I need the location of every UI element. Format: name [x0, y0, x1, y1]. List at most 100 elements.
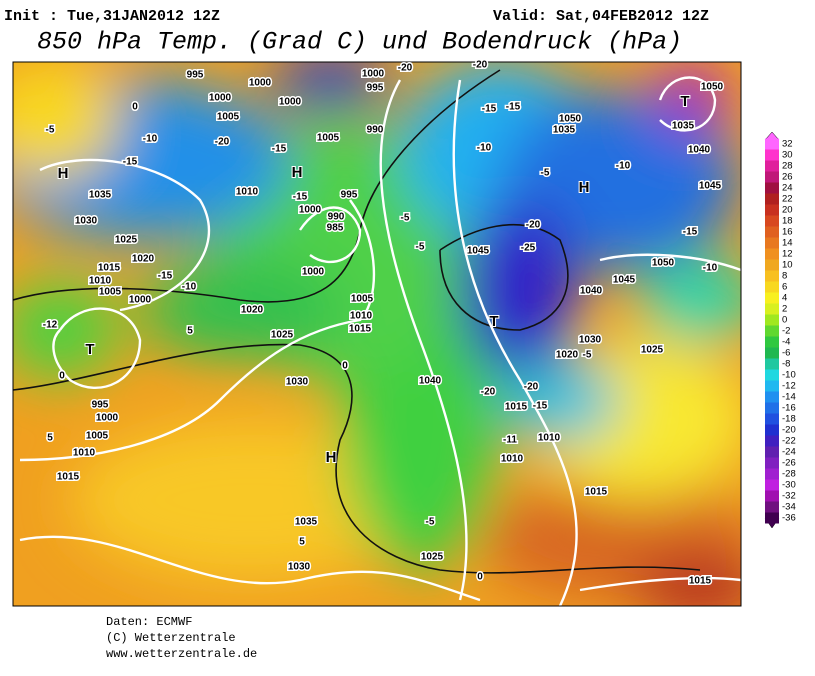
contour-label: 1045: [699, 181, 722, 192]
colorbar-swatch: [765, 358, 779, 370]
colorbar-swatch: [765, 270, 779, 282]
contour-label: 1010: [538, 433, 561, 444]
map: [13, 62, 741, 606]
colorbar-label: 26: [782, 172, 793, 183]
colorbar-swatch: [765, 490, 779, 502]
contour-label: 5: [299, 537, 305, 548]
contour-label: -20: [473, 60, 488, 71]
colorbar-label: 14: [782, 238, 793, 249]
colorbar-swatch: [765, 303, 779, 315]
contour-label: 1015: [505, 402, 528, 413]
colorbar-swatch: [765, 281, 779, 293]
contour-label: -20: [398, 63, 413, 74]
contour-label: -5: [426, 517, 435, 528]
contour-label: 1020: [132, 254, 155, 265]
colorbar-label: -34: [782, 502, 796, 513]
contour-label: 1020: [556, 350, 579, 361]
pressure-center: H: [58, 165, 69, 182]
colorbar-label: 30: [782, 150, 793, 161]
contour-label: 1035: [553, 125, 576, 136]
contour-label: -15: [123, 157, 138, 168]
contour-label: -15: [293, 192, 308, 203]
contour-label: -10: [182, 282, 197, 293]
contour-label: 1010: [350, 311, 373, 322]
colorbar-label: 32: [782, 139, 793, 150]
colorbar-label: 4: [782, 293, 787, 304]
contour-label: 990: [367, 125, 384, 136]
colorbar-label: 6: [782, 282, 787, 293]
colorbar-label: -26: [782, 458, 796, 469]
colorbar-label: -4: [782, 337, 790, 348]
contour-label: 0: [477, 572, 483, 583]
colorbar-swatch: [765, 292, 779, 304]
contour-label: 1005: [351, 294, 374, 305]
valid-time: Valid: Sat,04FEB2012 12Z: [493, 8, 709, 25]
contour-label: 1040: [688, 145, 711, 156]
contour-label: 1000: [249, 78, 272, 89]
contour-label: -10: [477, 143, 492, 154]
contour-label: 1050: [559, 114, 582, 125]
contour-label: 1010: [236, 187, 259, 198]
colorbar-label: 20: [782, 205, 793, 216]
colorbar-swatch: [765, 171, 779, 183]
colorbar-swatch: [765, 259, 779, 271]
colorbar-swatch: [765, 248, 779, 260]
colorbar-swatch: [765, 204, 779, 216]
contour-label: 1000: [302, 267, 325, 278]
pressure-center: T: [680, 93, 689, 110]
colorbar-label: -10: [782, 370, 796, 381]
contour-label: 995: [92, 400, 109, 411]
colorbar-label: -6: [782, 348, 790, 359]
colorbar-swatch: [765, 215, 779, 227]
contour-label: 5: [47, 433, 53, 444]
contour-label: 1010: [501, 454, 524, 465]
contour-label: 1000: [129, 295, 152, 306]
contour-label: 0: [132, 102, 138, 113]
contour-label: 1010: [73, 448, 96, 459]
contour-label: -5: [416, 242, 425, 253]
contour-label: -15: [533, 401, 548, 412]
colorbar-swatch: [765, 479, 779, 491]
contour-label: 1010: [89, 276, 112, 287]
contour-label: 1035: [295, 517, 318, 528]
colorbar-swatch: [765, 325, 779, 337]
contour-label: 995: [367, 83, 384, 94]
contour-label: 1015: [585, 487, 608, 498]
contour-label: 995: [341, 190, 358, 201]
colorbar-swatch: [765, 193, 779, 205]
colorbar-label: -14: [782, 392, 796, 403]
colorbar-swatch: [765, 446, 779, 458]
contour-label: 990: [328, 212, 345, 223]
contour-label: 5: [187, 326, 193, 337]
contour-label: -5: [541, 168, 550, 179]
contour-label: -5: [401, 213, 410, 224]
contour-label: 1025: [421, 552, 444, 563]
contour-label: -5: [46, 125, 55, 136]
footer-url: www.wetterzentrale.de: [106, 647, 257, 661]
colorbar-label: 22: [782, 194, 793, 205]
colorbar-swatch: [765, 226, 779, 238]
contour-label: -10: [703, 263, 718, 274]
contour-label: 1045: [613, 275, 636, 286]
colorbar-swatch: [765, 402, 779, 414]
colorbar-swatch: [765, 149, 779, 161]
colorbar-label: -36: [782, 513, 796, 524]
contour-label: 1020: [241, 305, 264, 316]
colorbar-label: 2: [782, 304, 787, 315]
contour-label: -25: [521, 243, 536, 254]
contour-label: -15: [272, 144, 287, 155]
pressure-center: T: [489, 313, 498, 330]
contour-label: 1040: [419, 376, 442, 387]
contour-label: -15: [506, 102, 521, 113]
contour-label: 1015: [57, 472, 80, 483]
contour-label: -5: [583, 350, 592, 361]
colorbar-label: -18: [782, 414, 796, 425]
colorbar-label: -30: [782, 480, 796, 491]
colorbar-swatch: [765, 413, 779, 425]
contour-label: 0: [59, 371, 65, 382]
contour-label: -20: [526, 220, 541, 231]
colorbar-label: -22: [782, 436, 796, 447]
colorbar-label: -8: [782, 359, 790, 370]
contour-label: 985: [327, 223, 344, 234]
